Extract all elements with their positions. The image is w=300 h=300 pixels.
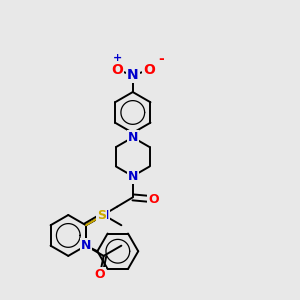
Text: N: N [128,131,138,144]
Text: O: O [111,63,123,77]
Text: N: N [81,239,91,252]
Text: +: + [112,53,122,63]
Text: N: N [98,208,109,221]
Text: N: N [128,170,138,183]
Text: N: N [127,68,139,82]
Text: -: - [158,52,164,66]
Text: N: N [128,170,138,183]
Text: O: O [94,268,105,281]
Text: O: O [144,63,155,77]
Text: O: O [148,193,158,206]
Text: S: S [97,209,106,222]
